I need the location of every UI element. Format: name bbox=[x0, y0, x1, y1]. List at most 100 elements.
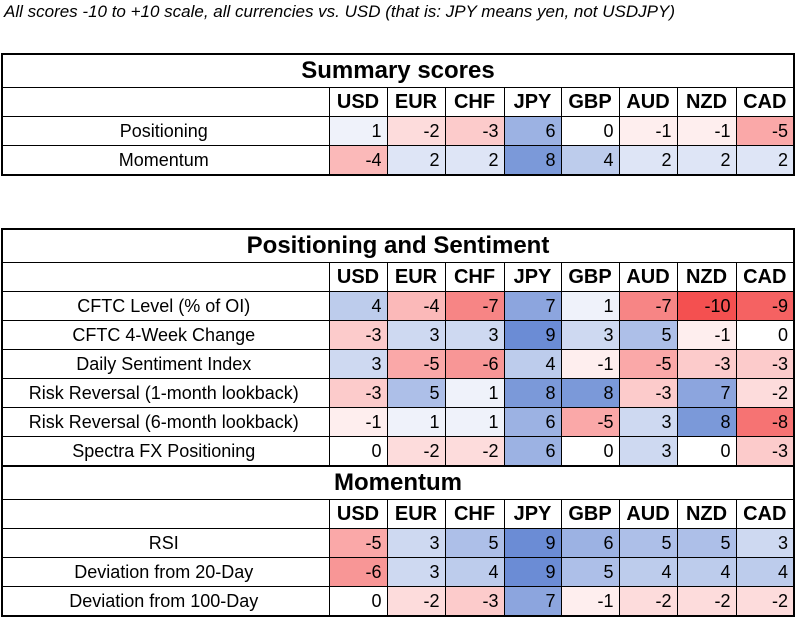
currency-header-gbp: GBP bbox=[560, 87, 620, 117]
row-label: Deviation from 20-Day bbox=[1, 557, 330, 587]
score-cell: 2 bbox=[386, 145, 446, 176]
score-cell: 3 bbox=[328, 349, 388, 379]
score-cell: 8 bbox=[503, 378, 562, 408]
score-cell: -2 bbox=[386, 586, 446, 617]
momentum-title: Momentum bbox=[1, 465, 795, 500]
summary-header-row: USD EUR CHF JPY GBP AUD NZD CAD bbox=[1, 87, 795, 117]
row-label: Risk Reversal (1-month lookback) bbox=[1, 378, 330, 408]
row-label: RSI bbox=[1, 528, 330, 558]
score-cell: -8 bbox=[735, 407, 795, 437]
score-cell: 2 bbox=[618, 145, 678, 176]
table-row: RSI -5 3 5 9 6 5 5 3 bbox=[1, 528, 795, 558]
table-row: Positioning 1 -2 -3 6 0 -1 -1 -5 bbox=[1, 116, 795, 146]
score-cell: 7 bbox=[503, 586, 562, 617]
table-row: Spectra FX Positioning 0 -2 -2 6 0 3 0 -3 bbox=[1, 436, 795, 467]
score-cell: -9 bbox=[735, 291, 795, 321]
positioning-sentiment-table: Positioning and Sentiment USD EUR CHF JPY GBP… bbox=[1, 228, 795, 617]
currency-header-chf: CHF bbox=[444, 262, 505, 292]
score-cell: 4 bbox=[503, 349, 562, 379]
positioning-header-row: USD EUR CHF JPY GBP AUD NZD CAD bbox=[1, 262, 795, 292]
score-cell: 3 bbox=[386, 528, 446, 558]
currency-header-aud: AUD bbox=[618, 499, 678, 529]
score-cell: 0 bbox=[676, 436, 737, 467]
score-cell: -7 bbox=[618, 291, 678, 321]
currency-header-aud: AUD bbox=[618, 262, 678, 292]
score-cell: 9 bbox=[503, 528, 562, 558]
score-cell: 4 bbox=[444, 557, 505, 587]
score-cell: 2 bbox=[444, 145, 505, 176]
table-row: CFTC Level (% of OI) 4 -4 -7 7 1 -7 -10 -9 bbox=[1, 291, 795, 321]
table-row: Deviation from 20-Day -6 3 4 9 5 4 4 4 bbox=[1, 557, 795, 587]
row-label: Risk Reversal (6-month lookback) bbox=[1, 407, 330, 437]
score-cell: -5 bbox=[735, 116, 795, 146]
currency-header-eur: EUR bbox=[386, 499, 446, 529]
score-cell: -5 bbox=[560, 407, 620, 437]
table-row: Deviation from 100-Day 0 -2 -3 7 -1 -2 -2 -2 bbox=[1, 586, 795, 617]
score-cell: 6 bbox=[503, 116, 562, 146]
row-label: Positioning bbox=[1, 116, 330, 146]
score-cell: 0 bbox=[328, 586, 388, 617]
score-cell: -2 bbox=[735, 378, 795, 408]
momentum-header-row: USD EUR CHF JPY GBP AUD NZD CAD bbox=[1, 499, 795, 529]
table-row: Risk Reversal (1-month lookback) -3 5 1 8 8 -3… bbox=[1, 378, 795, 408]
row-label: Momentum bbox=[1, 145, 330, 176]
score-cell: 1 bbox=[444, 378, 505, 408]
summary-header-blank bbox=[1, 87, 330, 117]
score-cell: -6 bbox=[328, 557, 388, 587]
score-cell: -4 bbox=[328, 145, 388, 176]
summary-scores-table: Summary scores USD EUR CHF JPY GBP AUD NZD CAD Po… bbox=[1, 53, 795, 176]
score-cell: 4 bbox=[618, 557, 678, 587]
score-cell: -3 bbox=[328, 320, 388, 350]
score-cell: 9 bbox=[503, 320, 562, 350]
summary-title-row: Summary scores bbox=[1, 53, 795, 88]
score-cell: -1 bbox=[618, 116, 678, 146]
score-cell: -1 bbox=[328, 407, 388, 437]
score-cell: 5 bbox=[444, 528, 505, 558]
score-cell: 8 bbox=[676, 407, 737, 437]
score-cell: -2 bbox=[386, 436, 446, 467]
table-row: Risk Reversal (6-month lookback) -1 1 1 6 -5 3… bbox=[1, 407, 795, 437]
currency-header-nzd: NZD bbox=[676, 262, 737, 292]
score-cell: 0 bbox=[560, 436, 620, 467]
score-cell: 3 bbox=[618, 436, 678, 467]
currency-header-usd: USD bbox=[328, 262, 388, 292]
score-cell: 8 bbox=[560, 378, 620, 408]
positioning-title-row: Positioning and Sentiment bbox=[1, 228, 795, 263]
score-cell: 3 bbox=[386, 557, 446, 587]
score-cell: -1 bbox=[560, 349, 620, 379]
currency-header-cad: CAD bbox=[735, 499, 795, 529]
score-cell: 3 bbox=[560, 320, 620, 350]
table-row: Momentum -4 2 2 8 4 2 2 2 bbox=[1, 145, 795, 176]
score-cell: -3 bbox=[735, 349, 795, 379]
score-cell: 3 bbox=[735, 528, 795, 558]
score-cell: -1 bbox=[560, 586, 620, 617]
row-label: Daily Sentiment Index bbox=[1, 349, 330, 379]
score-cell: -5 bbox=[328, 528, 388, 558]
score-cell: 3 bbox=[618, 407, 678, 437]
table-row: Daily Sentiment Index 3 -5 -6 4 -1 -5 -3 -3 bbox=[1, 349, 795, 379]
score-cell: 6 bbox=[503, 407, 562, 437]
row-label: CFTC Level (% of OI) bbox=[1, 291, 330, 321]
score-cell: 0 bbox=[328, 436, 388, 467]
score-cell: 5 bbox=[676, 528, 737, 558]
score-cell: 9 bbox=[503, 557, 562, 587]
score-cell: -10 bbox=[676, 291, 737, 321]
score-cell: 7 bbox=[676, 378, 737, 408]
score-cell: -2 bbox=[444, 436, 505, 467]
positioning-title: Positioning and Sentiment bbox=[1, 228, 795, 263]
currency-header-aud: AUD bbox=[618, 87, 678, 117]
score-cell: -2 bbox=[676, 586, 737, 617]
score-cell: 2 bbox=[676, 145, 737, 176]
score-cell: 0 bbox=[735, 320, 795, 350]
currency-header-jpy: JPY bbox=[503, 87, 562, 117]
score-cell: -2 bbox=[618, 586, 678, 617]
score-cell: 5 bbox=[618, 528, 678, 558]
scale-note: All scores -10 to +10 scale, all currenc… bbox=[4, 2, 675, 21]
score-cell: 0 bbox=[560, 116, 620, 146]
score-cell: 1 bbox=[444, 407, 505, 437]
score-cell: -6 bbox=[444, 349, 505, 379]
currency-header-usd: USD bbox=[328, 87, 388, 117]
score-cell: -3 bbox=[735, 436, 795, 467]
score-cell: 7 bbox=[503, 291, 562, 321]
currency-header-nzd: NZD bbox=[676, 499, 737, 529]
